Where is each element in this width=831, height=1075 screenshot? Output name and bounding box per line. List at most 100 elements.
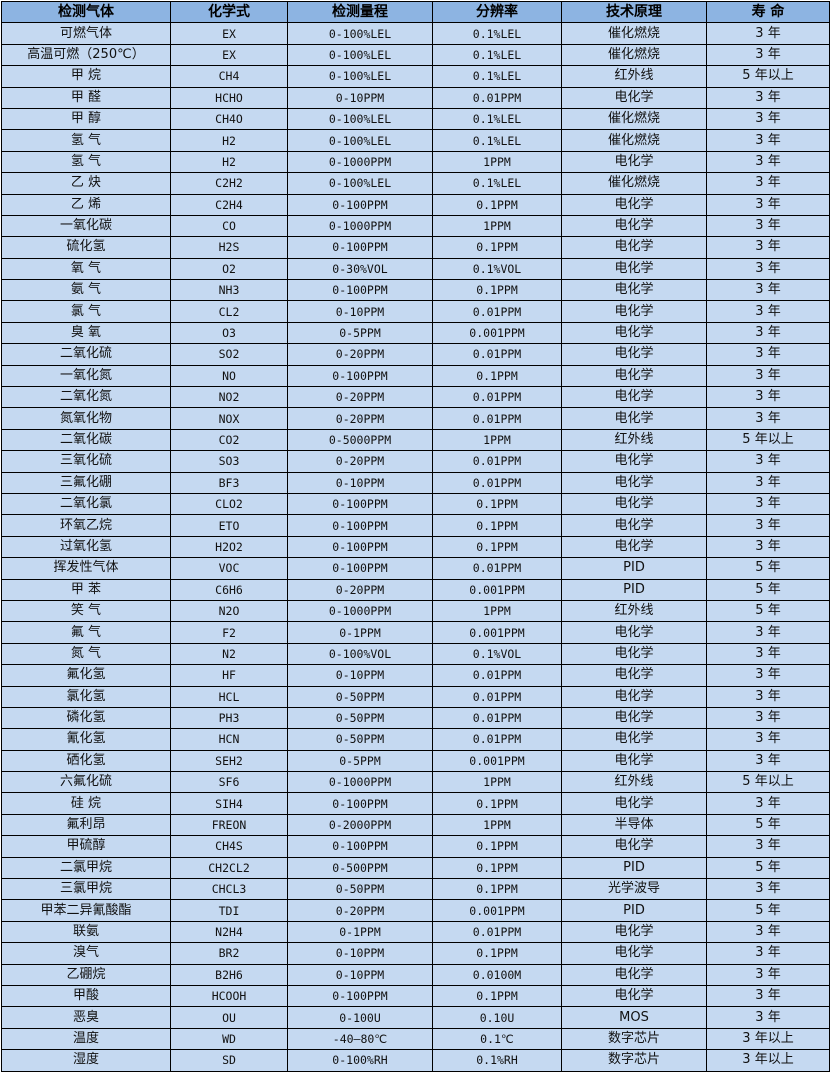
lifespan-cell: 5 年 bbox=[706, 856, 830, 880]
gas-name-cell: 二氧化硫 bbox=[1, 343, 171, 366]
table-row: 氟利昂 FREON 0-2000PPM 1PPM 半导体 5 年 bbox=[1, 813, 830, 837]
range-cell: 0-100PPM bbox=[287, 492, 433, 516]
gas-name-cell: 三氟化硼 bbox=[1, 471, 171, 494]
principle-cell: 电化学 bbox=[561, 621, 707, 644]
lifespan-cell: 3 年 bbox=[706, 878, 830, 901]
table-row: 甲 醇 CH4O 0-100%LEL 0.1%LEL 催化燃烧 3 年 bbox=[1, 107, 830, 131]
formula-cell: C2H2 bbox=[170, 172, 288, 195]
lifespan-cell: 3 年 bbox=[706, 193, 830, 216]
lifespan-cell: 3 年 bbox=[706, 942, 830, 965]
resolution-cell: 0.01PPM bbox=[432, 300, 562, 323]
gas-name-cell: 甲硫醇 bbox=[1, 835, 171, 858]
formula-cell: SEH2 bbox=[170, 749, 288, 773]
header-row: 检测气体 化学式 检测量程 分辨率 技术原理 寿 命 bbox=[1, 0, 830, 24]
principle-cell: 电化学 bbox=[561, 471, 707, 494]
gas-name-cell: 笑 气 bbox=[1, 599, 171, 623]
gas-name-cell: 过氧化氢 bbox=[1, 535, 171, 559]
gas-name-cell: 温度 bbox=[1, 1027, 171, 1051]
range-cell: 0-20PPM bbox=[287, 899, 433, 922]
table-row: 甲硫醇 CH4S 0-100PPM 0.1PPM 电化学 3 年 bbox=[1, 835, 830, 858]
principle-cell: 电化学 bbox=[561, 193, 707, 216]
resolution-cell: 0.1%LEL bbox=[432, 107, 562, 131]
table-row: 氯 气 CL2 0-10PPM 0.01PPM 电化学 3 年 bbox=[1, 300, 830, 323]
lifespan-cell: 3 年 bbox=[706, 386, 830, 409]
formula-cell: H2 bbox=[170, 129, 288, 152]
resolution-cell: 1PPM bbox=[432, 428, 562, 452]
table-row: 硅 烷 SIH4 0-100PPM 0.1PPM 电化学 3 年 bbox=[1, 792, 830, 815]
principle-cell: 电化学 bbox=[561, 685, 707, 708]
lifespan-cell: 3 年 bbox=[706, 22, 830, 45]
principle-cell: PID bbox=[561, 899, 707, 922]
range-cell: 0-20PPM bbox=[287, 343, 433, 366]
lifespan-cell: 5 年 bbox=[706, 599, 830, 623]
formula-cell: F2 bbox=[170, 621, 288, 644]
formula-cell: EX bbox=[170, 43, 288, 67]
resolution-cell: 0.01PPM bbox=[432, 86, 562, 109]
formula-cell: HF bbox=[170, 664, 288, 687]
formula-cell: NOX bbox=[170, 407, 288, 430]
lifespan-cell: 5 年 bbox=[706, 578, 830, 601]
formula-cell: CO2 bbox=[170, 428, 288, 452]
formula-cell: WD bbox=[170, 1027, 288, 1051]
principle-cell: MOS bbox=[561, 1006, 707, 1029]
table-row: 可燃气体 EX 0-100%LEL 0.1%LEL 催化燃烧 3 年 bbox=[1, 22, 830, 45]
formula-cell: OU bbox=[170, 1006, 288, 1029]
formula-cell: N2 bbox=[170, 642, 288, 666]
table-row: 二氧化氯 CLO2 0-100PPM 0.1PPM 电化学 3 年 bbox=[1, 492, 830, 516]
principle-cell: 电化学 bbox=[561, 364, 707, 388]
principle-cell: 电化学 bbox=[561, 920, 707, 944]
table-row: 氰化氢 HCN 0-50PPM 0.01PPM 电化学 3 年 bbox=[1, 728, 830, 751]
gas-name-cell: 二氧化氯 bbox=[1, 492, 171, 516]
formula-cell: ETO bbox=[170, 514, 288, 537]
formula-cell: H2S bbox=[170, 236, 288, 259]
principle-cell: 电化学 bbox=[561, 728, 707, 751]
principle-cell: 电化学 bbox=[561, 664, 707, 687]
lifespan-cell: 3 年 bbox=[706, 535, 830, 559]
table-row: 联氨 N2H4 0-1PPM 0.01PPM 电化学 3 年 bbox=[1, 920, 830, 944]
resolution-cell: 0.1%RH bbox=[432, 1049, 562, 1072]
range-cell: 0-100PPM bbox=[287, 835, 433, 858]
table-row: 甲苯二异氰酸酯 TDI 0-20PPM 0.001PPM PID 5 年 bbox=[1, 899, 830, 922]
table-row: 磷化氢 PH3 0-50PPM 0.01PPM 电化学 3 年 bbox=[1, 706, 830, 730]
range-cell: 0-100PPM bbox=[287, 984, 433, 1008]
table-row: 恶臭 OU 0-100U 0.10U MOS 3 年 bbox=[1, 1006, 830, 1029]
range-cell: 0-100%LEL bbox=[287, 129, 433, 152]
resolution-cell: 1PPM bbox=[432, 771, 562, 794]
range-cell: 0-5PPM bbox=[287, 749, 433, 773]
formula-cell: H2 bbox=[170, 150, 288, 174]
formula-cell: EX bbox=[170, 22, 288, 45]
formula-cell: HCHO bbox=[170, 86, 288, 109]
principle-cell: 光学波导 bbox=[561, 878, 707, 901]
principle-cell: 电化学 bbox=[561, 321, 707, 345]
gas-name-cell: 一氧化氮 bbox=[1, 364, 171, 388]
lifespan-cell: 3 年 bbox=[706, 214, 830, 238]
principle-cell: 数字芯片 bbox=[561, 1027, 707, 1051]
range-cell: 0-100%LEL bbox=[287, 43, 433, 67]
lifespan-cell: 3 年 bbox=[706, 963, 830, 986]
table-row: 环氧乙烷 ETO 0-100PPM 0.1PPM 电化学 3 年 bbox=[1, 514, 830, 537]
gas-name-cell: 湿度 bbox=[1, 1049, 171, 1072]
gas-name-cell: 高温可燃（250℃） bbox=[1, 43, 171, 67]
formula-cell: N2O bbox=[170, 599, 288, 623]
principle-cell: 催化燃烧 bbox=[561, 129, 707, 152]
lifespan-cell: 5 年 bbox=[706, 557, 830, 580]
lifespan-cell: 3 年 bbox=[706, 257, 830, 281]
principle-cell: 红外线 bbox=[561, 65, 707, 88]
gas-name-cell: 甲 烷 bbox=[1, 65, 171, 88]
principle-cell: 电化学 bbox=[561, 963, 707, 986]
formula-cell: C6H6 bbox=[170, 578, 288, 601]
range-cell: 0-100PPM bbox=[287, 792, 433, 815]
gas-name-cell: 一氧化碳 bbox=[1, 214, 171, 238]
resolution-cell: 0.1%LEL bbox=[432, 129, 562, 152]
lifespan-cell: 3 年 bbox=[706, 1006, 830, 1029]
table-row: 氮 气 N2 0-100%VOL 0.1%VOL 电化学 3 年 bbox=[1, 642, 830, 666]
gas-name-cell: 甲苯二异氰酸酯 bbox=[1, 899, 171, 922]
range-cell: 0-1000PPM bbox=[287, 150, 433, 174]
table-row: 高温可燃（250℃） EX 0-100%LEL 0.1%LEL 催化燃烧 3 年 bbox=[1, 43, 830, 67]
gas-name-cell: 氯 气 bbox=[1, 300, 171, 323]
range-cell: 0-10PPM bbox=[287, 664, 433, 687]
resolution-cell: 0.0100M bbox=[432, 963, 562, 986]
table-row: 乙 炔 C2H2 0-100%LEL 0.1%LEL 催化燃烧 3 年 bbox=[1, 172, 830, 195]
range-cell: 0-100%LEL bbox=[287, 172, 433, 195]
